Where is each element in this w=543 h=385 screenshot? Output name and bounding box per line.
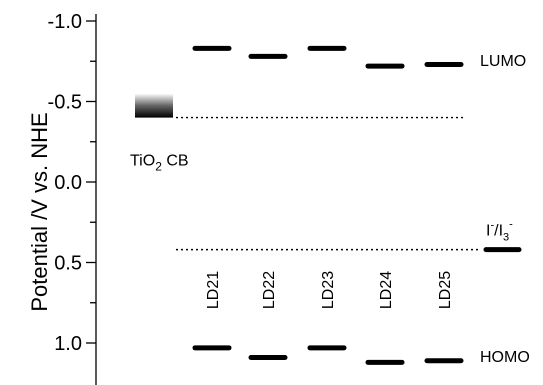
y-axis-ticks: -1.0 -0.5 0.0 0.5 1.0 <box>48 11 96 355</box>
dye-label-ld23: LD23 <box>320 271 337 309</box>
y-tick-label: -1.0 <box>48 11 82 33</box>
homo-label: HOMO <box>480 349 530 366</box>
tio2-cb-label: TiO2 CB <box>130 153 189 174</box>
y-axis-label: Potential /V vs. NHE <box>27 112 52 311</box>
dye-label-ld24: LD24 <box>378 271 395 309</box>
y-tick-label: 0.0 <box>54 172 82 194</box>
dye-label-ld25: LD25 <box>437 271 454 309</box>
redox-couple-label: I-/I3- <box>486 219 513 244</box>
y-tick-label: 1.0 <box>54 333 82 355</box>
y-tick-label: -0.5 <box>48 92 82 114</box>
energy-levels: LD21 LD22 LD23 LD24 LD25 <box>192 45 464 365</box>
lumo-label: LUMO <box>480 53 526 70</box>
y-tick-label: 0.5 <box>54 253 82 275</box>
tio2-cb-band <box>135 93 173 118</box>
dye-label-ld21: LD21 <box>205 271 222 309</box>
dye-label-ld22: LD22 <box>261 271 278 309</box>
